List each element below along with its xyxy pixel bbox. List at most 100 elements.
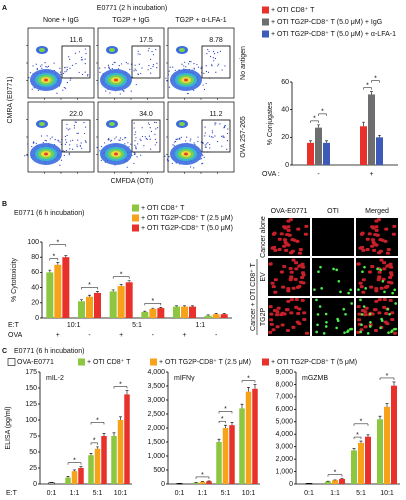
flow-event <box>69 79 71 81</box>
flow-event <box>167 74 169 76</box>
significance-label: * <box>221 416 224 423</box>
flow-event <box>154 138 157 141</box>
bar <box>368 94 375 165</box>
flow-event <box>135 148 137 150</box>
cancer-cell <box>300 271 305 275</box>
t-cell <box>317 270 320 273</box>
error-bar <box>88 294 91 297</box>
cancer-cell <box>384 311 389 315</box>
t-cell <box>362 305 366 308</box>
x-tick-label: 0:1 <box>304 490 314 497</box>
chart-title: E0771 (6 h incubation) <box>14 210 84 217</box>
group-label: 1:1 <box>195 322 205 329</box>
t-cell <box>318 305 322 308</box>
cancer-cell <box>299 280 304 284</box>
flow-event <box>156 127 159 129</box>
cancer-cell <box>297 251 302 255</box>
flow-event <box>110 139 113 141</box>
cancer-cell <box>373 329 378 333</box>
significance-bracket <box>327 474 343 477</box>
bar <box>307 142 314 165</box>
flow-event <box>124 137 126 139</box>
cancer-cell <box>282 244 287 248</box>
cancer-cell <box>294 261 299 265</box>
cancer-cell <box>277 247 282 251</box>
flow-event <box>207 142 209 144</box>
flow-density <box>114 152 118 156</box>
t-cell <box>316 323 319 327</box>
cancer-cell <box>304 224 309 228</box>
flow-event <box>148 123 150 126</box>
flow-event <box>193 67 195 69</box>
significance-bracket <box>90 442 98 445</box>
x-tick-label: - <box>88 332 91 339</box>
flow-event <box>83 132 86 135</box>
cancer-cell <box>386 247 391 251</box>
significance-label: * <box>52 253 55 260</box>
gate-value: 34.0 <box>139 111 153 118</box>
flow-event <box>73 127 76 129</box>
legend-swatch <box>262 6 269 14</box>
cancer-cell <box>391 232 396 236</box>
cancer-cell <box>364 306 369 310</box>
flow-event <box>32 65 34 67</box>
cancer-cell <box>269 322 274 326</box>
x-tick-label: - <box>152 332 155 339</box>
flow-event <box>81 56 83 58</box>
cancer-cell <box>289 311 294 315</box>
significance-label: * <box>386 373 389 380</box>
flow-event <box>172 66 174 68</box>
flow-event <box>156 62 158 64</box>
image-column-header: OTI <box>327 208 339 215</box>
flow-event <box>99 150 101 152</box>
flow-event <box>83 121 85 124</box>
y-axis-label: CMRA (E0771) <box>7 76 14 123</box>
t-cell <box>393 288 396 292</box>
micrograph <box>312 298 354 336</box>
bar <box>212 314 220 318</box>
flow-event <box>60 159 63 161</box>
flow-event <box>64 135 67 138</box>
chart-title: mIFNγ <box>174 375 195 382</box>
error-bar <box>378 134 381 138</box>
flow-event <box>66 82 69 84</box>
flow-event <box>156 66 158 69</box>
t-cell <box>319 265 322 269</box>
error-bar <box>111 289 115 292</box>
flow-event <box>76 132 78 134</box>
cancer-cell <box>288 267 293 271</box>
flow-event <box>112 63 114 66</box>
y-tick-label: 4,000 <box>147 369 165 376</box>
flow-event <box>31 88 33 90</box>
flow-event <box>151 50 153 53</box>
significance-bracket <box>241 380 256 383</box>
flow-event <box>108 66 110 68</box>
flow-event <box>107 139 109 141</box>
flow-event <box>135 146 137 148</box>
flow-event <box>81 73 84 76</box>
legend-swatch <box>78 358 85 366</box>
t-cell <box>335 268 338 272</box>
flow-event <box>133 127 135 129</box>
panel-title: E0771 (2 h incubation) <box>97 5 167 12</box>
flow-event <box>202 154 204 156</box>
x-tick-label: 10:1 <box>242 490 256 497</box>
flow-event <box>62 72 65 75</box>
flow-density <box>39 122 45 126</box>
significance-bracket <box>49 244 67 247</box>
flow-event <box>63 86 65 89</box>
flow-event <box>41 64 43 66</box>
cancer-cell <box>280 311 285 315</box>
flow-event <box>214 124 216 126</box>
cancer-cell <box>270 281 275 285</box>
y-tick-label: 3,000 <box>147 397 165 404</box>
column-header: TG2P + IgG <box>112 17 149 24</box>
significance-bracket <box>81 287 98 290</box>
cancer-cell <box>273 278 278 282</box>
flow-event <box>150 67 152 70</box>
flow-event <box>214 57 217 60</box>
flow-event <box>45 140 48 142</box>
bar <box>62 257 70 318</box>
flow-event <box>143 145 145 147</box>
